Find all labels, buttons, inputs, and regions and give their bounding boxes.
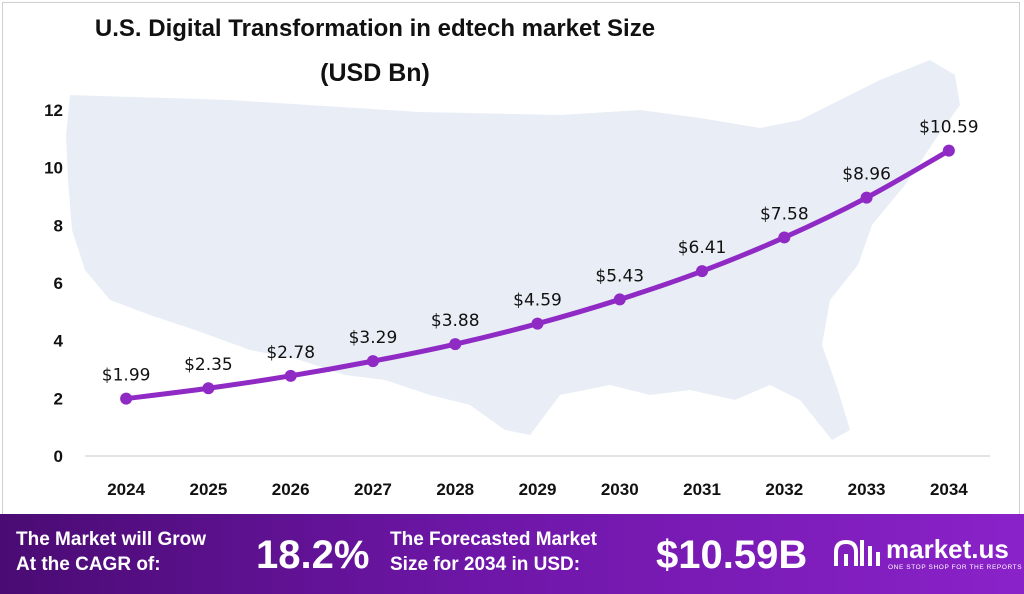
chart-title-line1: U.S. Digital Transformation in edtech ma… <box>94 15 656 42</box>
data-label: $7.58 <box>760 204 809 224</box>
data-labels: $1.99 $2.35 $2.78 $3.29 $3.88 $4.59 $5.43 $6.41… <box>102 118 979 386</box>
data-point <box>120 392 133 405</box>
chart-title-line2: (USD Bn) <box>320 59 430 87</box>
logo-name: market.us <box>886 534 1009 564</box>
x-axis: 2024 2025 2026 2027 2028 2029 2030 2031 2032 2033… <box>85 455 990 499</box>
data-label: $8.96 <box>842 165 891 185</box>
data-label: $10.59 <box>919 118 978 138</box>
x-tick-label: 2031 <box>683 480 721 499</box>
y-tick-label: 4 <box>54 332 64 351</box>
y-tick-label: 2 <box>54 389 63 408</box>
y-tick-label: 8 <box>54 216 63 235</box>
chart-title: U.S. Digital Transformation in edtech ma… <box>0 14 750 88</box>
x-tick-label: 2033 <box>848 480 886 499</box>
x-tick-label: 2028 <box>436 480 474 499</box>
data-point <box>284 369 297 382</box>
data-label: $6.41 <box>678 238 727 258</box>
x-tick-label: 2032 <box>765 480 803 499</box>
x-tick-label: 2024 <box>107 480 145 499</box>
x-tick-label: 2030 <box>601 480 639 499</box>
data-point <box>860 191 873 204</box>
data-point <box>366 355 379 368</box>
x-tick-label: 2034 <box>930 480 968 499</box>
data-point <box>778 231 791 244</box>
market-us-logo: market.us ONE STOP SHOP FOR THE REPORTS <box>832 534 1022 578</box>
y-tick-label: 6 <box>54 274 63 293</box>
cagr-label-line2: At the CAGR of: <box>16 554 161 575</box>
us-map-watermark <box>66 60 960 440</box>
data-label: $2.78 <box>266 343 315 363</box>
data-point <box>696 265 709 278</box>
data-point <box>531 317 544 330</box>
logo-tagline: ONE STOP SHOP FOR THE REPORTS <box>888 564 1023 571</box>
y-tick-label: 12 <box>44 101 63 120</box>
data-point <box>202 382 215 395</box>
cagr-label: The Market will Grow At the CAGR of: <box>16 527 206 577</box>
x-tick-label: 2027 <box>354 480 392 499</box>
cagr-label-line1: The Market will Grow <box>16 529 207 550</box>
x-tick-label: 2025 <box>189 480 227 499</box>
data-label: $2.35 <box>184 355 233 375</box>
data-label: $3.88 <box>431 311 480 331</box>
y-tick-label: 0 <box>54 447 63 466</box>
data-label: $3.29 <box>349 328 398 348</box>
forecast-value: $10.59B <box>656 533 808 577</box>
logo-mark-icon <box>834 539 880 566</box>
x-tick-label: 2029 <box>519 480 557 499</box>
data-point <box>613 293 626 306</box>
data-label: $4.59 <box>513 291 562 311</box>
y-tick-label: 10 <box>44 159 63 178</box>
forecast-label-line1: The Forecasted Market <box>390 529 597 550</box>
forecast-label-line2: Size for 2034 in USD: <box>390 554 581 575</box>
data-points <box>120 144 955 405</box>
data-label: $5.43 <box>595 266 644 286</box>
forecast-label: The Forecasted Market Size for 2034 in U… <box>390 527 597 577</box>
y-axis: 0 2 4 6 8 10 12 <box>44 101 63 466</box>
x-tick-label: 2026 <box>272 480 310 499</box>
cagr-value: 18.2% <box>256 533 370 577</box>
footer-banner: The Market will Grow At the CAGR of: 18.… <box>0 514 1024 594</box>
data-point <box>449 338 462 351</box>
data-point <box>942 144 955 157</box>
data-label: $1.99 <box>102 366 151 386</box>
